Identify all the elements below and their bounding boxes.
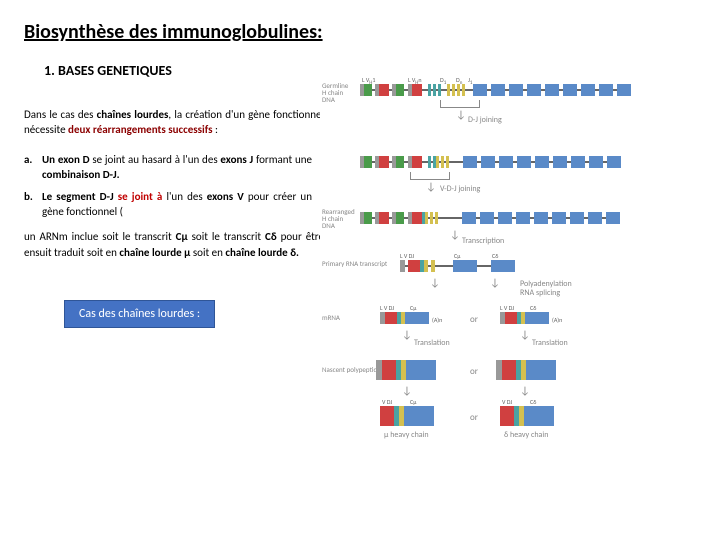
- intro-paragraph: Dans le cas des chaînes lourdes, la créa…: [24, 107, 324, 138]
- row-label-rearranged: RearrangedH chainDNA: [322, 208, 355, 229]
- row-label-germline: GermlineH chainDNA: [322, 82, 348, 103]
- row-label-nascent: Nascent polypeptide: [322, 366, 381, 373]
- row-label-transcript: Primary RNA transcript: [322, 260, 387, 267]
- row-label-mrna: mRNA: [322, 314, 340, 321]
- item-b: b.Le segment D-J se joint à l'un des exo…: [24, 189, 324, 220]
- page-title: Biosynthèse des immunoglobulines:: [24, 20, 696, 44]
- paragraph-2: un ARNm inclue soit le transcrit Cµ soit…: [24, 229, 324, 260]
- left-column: Dans le cas des chaînes lourdes, la créa…: [24, 107, 324, 328]
- diagram-area: Cµ Cδ Cγ3 Cγ1 Cα1 Cγ2 Cγ4 Cε Cα2 Cµ Cδ C…: [320, 60, 720, 510]
- heavy-chain-button[interactable]: Cas des chaînes lourdes :: [64, 300, 215, 328]
- item-a: a.Un exon D se joint au hasard à l'un de…: [24, 152, 324, 183]
